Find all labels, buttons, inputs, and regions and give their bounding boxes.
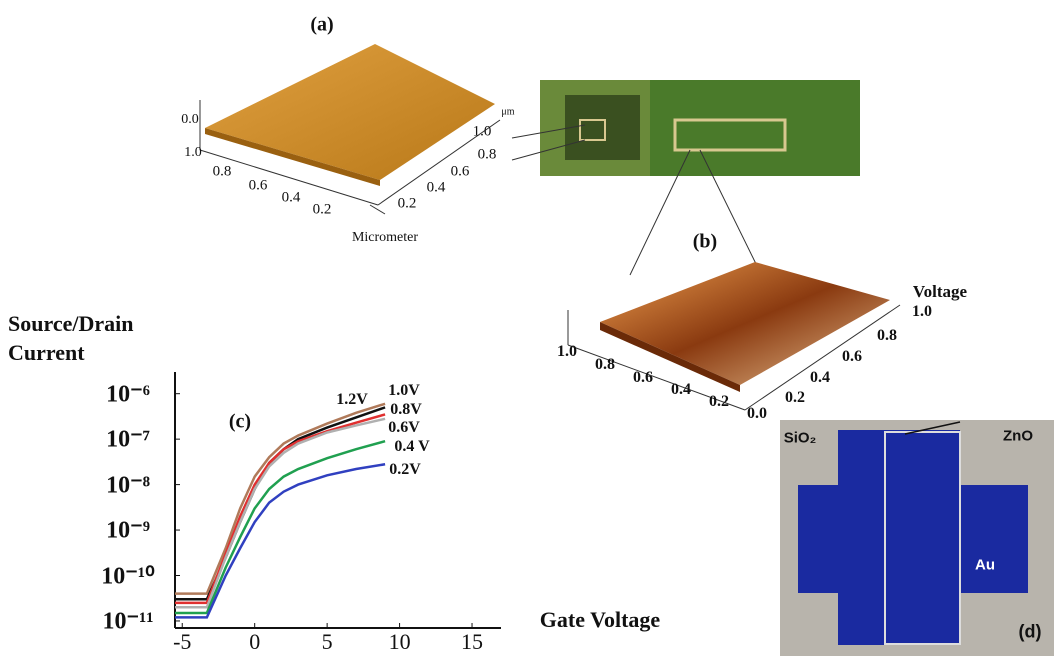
line [175,407,385,599]
x-tick-label: 0.0 [747,405,767,423]
x-tick-label: 10 [389,629,411,655]
x-tick-label: 0.6 [633,369,653,387]
line [175,441,385,613]
x-tick-label: 15 [461,629,483,655]
series-label: 1.2V [336,391,368,409]
y-tick-label: 0.4 [427,180,446,197]
afm-image-b [568,262,900,410]
panel-label: (c) [229,411,251,434]
x-tick-label: 0.2 [313,202,332,219]
x-tick-label: 0.2 [709,393,729,411]
device-label: Au [975,557,995,574]
device-label: ZnO [1003,428,1033,445]
axis-label: Voltage [913,282,967,302]
figure: (a) 0.0 1.0 0.8 0.6 0.4 0.2 Micrometer μm 1.0 0.8 0… [0,0,1054,656]
device-label: SiO₂ [784,430,817,447]
x-tick-label: 0.4 [671,381,691,399]
panel-label: (d) [1019,622,1042,643]
y-tick-label: 10⁻¹⁰ [101,561,154,590]
y-tick-label: 10⁻⁸ [106,470,150,499]
x-tick-label: 5 [322,629,333,655]
y-tick-label: 1.0 [912,303,932,321]
series-label: 1.0V [388,382,420,400]
y-tick-label: 0.6 [842,348,862,366]
x-tick-label: 0.6 [249,178,268,195]
y-tick-label: 10⁻⁶ [106,379,150,408]
series-label: 0.2V [389,461,421,479]
series-label: 0.4 V [394,438,429,456]
optical-micrograph [512,80,860,275]
axis-unit: μm [501,107,514,118]
z-tick-label: 0.0 [181,112,199,128]
x-tick-label: 0.8 [213,164,232,181]
device-photo [780,420,1054,656]
x-axis-label: Gate Voltage [540,607,660,633]
series-label: 0.6V [388,419,420,437]
plot-c [175,372,501,628]
afm-image-a [200,44,500,214]
axis-label: Micrometer [352,230,418,246]
x-tick-label: -5 [173,629,191,655]
y-tick-label: 10⁻⁷ [106,425,150,454]
panel-label: (b) [693,231,717,254]
series-label: 0.8V [390,401,422,419]
y-axis-label: Source/Drain Current [8,310,198,367]
y-tick-label: 0.6 [451,164,470,181]
y-tick-label: 1.0 [473,124,492,141]
x-tick-label: 1.0 [557,343,577,361]
x-tick-label: 0.4 [282,190,301,207]
y-tick-label: 10⁻⁹ [106,516,150,545]
y-tick-label: 0.8 [877,327,897,345]
line [175,414,385,602]
y-tick-label: 0.8 [478,147,497,164]
y-tick-label: 0.4 [810,369,830,387]
x-tick-label: 0 [249,629,260,655]
panel-label: (a) [310,14,333,37]
line [175,404,385,594]
x-tick-label: 0.8 [595,356,615,374]
z-tick-label: 1.0 [184,145,202,161]
y-tick-label: 0.2 [398,196,417,213]
y-tick-label: 0.2 [785,389,805,407]
y-tick-label: 10⁻¹¹ [102,606,153,635]
